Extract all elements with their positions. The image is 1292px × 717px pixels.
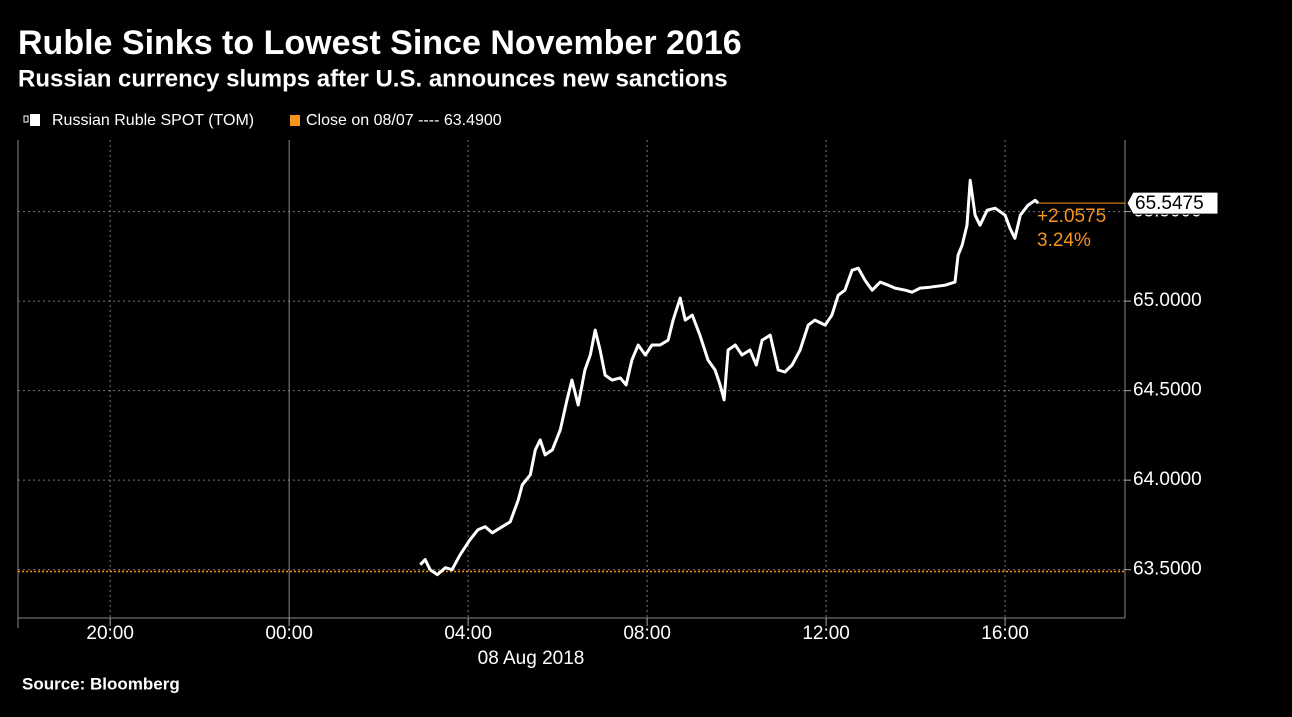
x-tick-label: 20:00 [86, 623, 134, 644]
legend-close-label: Close on 08/07 ---- 63.4900 [306, 112, 502, 129]
change-pct-label: 3.24% [1037, 230, 1091, 251]
x-date-label: 08 Aug 2018 [478, 648, 585, 669]
x-tick-label: 00:00 [265, 623, 313, 644]
legend-label: Russian Ruble SPOT (TOM) [52, 112, 254, 129]
x-tick-label: 08:00 [623, 623, 671, 644]
x-tick-label: 12:00 [802, 623, 850, 644]
chart-subtitle: Russian currency slumps after U.S. annou… [18, 65, 728, 92]
source: Source: Bloomberg [22, 674, 180, 693]
legend-icon-small [23, 115, 29, 123]
chart-title: Ruble Sinks to Lowest Since November 201… [18, 24, 742, 62]
x-tick-label: 16:00 [981, 623, 1029, 644]
change-label: +2.0575 [1037, 206, 1106, 227]
last-value-badge [1126, 191, 1219, 215]
x-tick-label: 04:00 [444, 623, 492, 644]
y-tick-label: 63.5000 [1133, 559, 1202, 580]
y-tick-label: 64.0000 [1133, 469, 1202, 490]
price-line [419, 178, 1040, 577]
last-value-label: 65.5475 [1135, 193, 1204, 214]
y-tick-label: 64.5000 [1133, 380, 1202, 401]
y-tick-label: 65.0000 [1133, 290, 1202, 311]
legend-swatch-close [290, 115, 300, 126]
legend-swatch [30, 114, 40, 126]
